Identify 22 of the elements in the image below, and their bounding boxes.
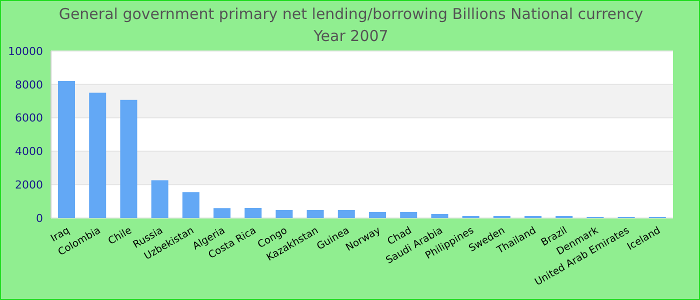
bar <box>400 212 418 218</box>
bar <box>431 214 448 218</box>
y-tick-label: 10000 <box>8 44 43 58</box>
y-tick-label: 2000 <box>15 178 43 192</box>
bar <box>338 210 355 218</box>
bar <box>182 192 200 218</box>
bar <box>276 210 293 218</box>
y-tick-label: 4000 <box>15 145 43 158</box>
bar <box>89 92 106 218</box>
y-tick-label: 8000 <box>15 78 43 92</box>
bar <box>120 100 138 218</box>
bar <box>244 208 262 218</box>
bar <box>151 180 168 218</box>
x-tick-label: Chile <box>106 225 134 248</box>
bar <box>369 212 386 218</box>
chart-title: General government primary net lending/borrowing Billions National currency <box>58 4 644 25</box>
bar <box>214 208 230 218</box>
y-tick-label: 0 <box>36 212 43 225</box>
bar <box>306 210 324 218</box>
y-tick-label: 6000 <box>15 112 43 125</box>
chart-subtitle: Year 2007 <box>314 27 388 45</box>
bar <box>58 81 75 218</box>
